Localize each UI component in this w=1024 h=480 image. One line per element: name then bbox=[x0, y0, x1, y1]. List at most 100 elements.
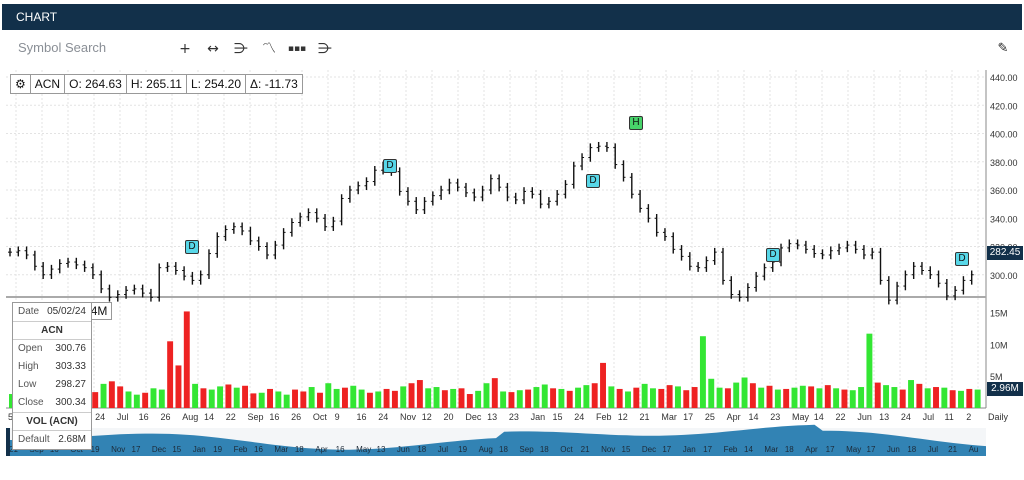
navigator-label: 21 bbox=[948, 445, 957, 454]
x-tick-label: 26 bbox=[291, 412, 301, 422]
x-tick-label: 17 bbox=[683, 412, 693, 422]
dividend-marker[interactable]: D bbox=[185, 240, 199, 254]
volume-bar bbox=[242, 385, 249, 408]
high-marker[interactable]: H bbox=[629, 116, 643, 130]
window-title: CHART bbox=[2, 4, 1022, 30]
volume-tick-label: 15M bbox=[990, 309, 1008, 319]
navigator-label: Dec bbox=[152, 445, 166, 454]
x-tick-label: 13 bbox=[879, 412, 889, 422]
x-tick-label: 16 bbox=[269, 412, 279, 422]
volume-bar bbox=[958, 390, 964, 408]
navigator-label: Dec bbox=[642, 445, 656, 454]
symbol-search-input[interactable]: Symbol Search bbox=[18, 40, 107, 55]
x-tick-label: Feb bbox=[596, 412, 612, 422]
x-tick-label: 12 bbox=[618, 412, 628, 422]
volume-bar bbox=[708, 378, 715, 408]
tooltip-close-label: Close bbox=[18, 397, 44, 408]
volume-bar bbox=[583, 385, 590, 408]
navigator-label: 17 bbox=[662, 445, 671, 454]
volume-bar bbox=[533, 387, 540, 408]
navigator-label: Aug bbox=[479, 445, 493, 454]
volume-bar bbox=[824, 385, 831, 408]
volume-bar bbox=[808, 386, 815, 408]
volume-tick-label: 5M bbox=[990, 372, 1003, 382]
volume-bar bbox=[966, 388, 973, 408]
x-tick-label: 24 bbox=[378, 412, 388, 422]
volume-bar bbox=[633, 387, 640, 408]
volume-bar bbox=[883, 385, 890, 408]
volume-bar bbox=[225, 384, 232, 408]
x-tick-label: 14 bbox=[204, 412, 214, 422]
volume-bar bbox=[192, 383, 199, 408]
price-tick-label: 420.00 bbox=[990, 101, 1018, 111]
navigator-label: 16 bbox=[254, 445, 263, 454]
volume-bar bbox=[924, 388, 931, 408]
navigator-label: 17 bbox=[826, 445, 835, 454]
x-tick-label: 15 bbox=[552, 412, 562, 422]
quote-low: L: 254.20 bbox=[187, 75, 247, 93]
drawing-icon[interactable]: ⋺ bbox=[318, 41, 332, 57]
volume-bar bbox=[566, 390, 573, 408]
volume-bar bbox=[550, 388, 557, 408]
volume-bar bbox=[616, 388, 623, 408]
volume-bar bbox=[300, 391, 307, 408]
tooltip-date-label: Date bbox=[18, 306, 40, 317]
x-tick-label: Jun bbox=[857, 412, 872, 422]
measure-icon[interactable]: ↔ bbox=[207, 41, 219, 57]
volume-bar bbox=[699, 336, 706, 408]
dividend-marker[interactable]: D bbox=[586, 174, 600, 188]
volume-bar bbox=[366, 392, 373, 408]
volume-bar bbox=[391, 390, 398, 408]
navigator-label: Mar bbox=[274, 445, 288, 454]
volume-bar bbox=[724, 388, 731, 408]
eraser-icon[interactable]: ✎ bbox=[997, 41, 1009, 56]
tooltip-high-label: High bbox=[18, 361, 39, 372]
volume-bar bbox=[774, 389, 781, 408]
dividend-marker[interactable]: D bbox=[955, 252, 969, 266]
volume-bar bbox=[816, 388, 823, 408]
volume-bar bbox=[400, 386, 407, 408]
volume-bar bbox=[325, 383, 332, 408]
navigator-label: Apr bbox=[315, 445, 328, 454]
navigator-label: Nov bbox=[601, 445, 615, 454]
studies-icon[interactable]: 〽 bbox=[262, 41, 276, 57]
volume-bar bbox=[683, 390, 690, 408]
volume-bar bbox=[267, 388, 273, 408]
price-tick-label: 380.00 bbox=[990, 158, 1018, 168]
volume-bar bbox=[949, 390, 956, 408]
dividend-marker[interactable]: D bbox=[766, 248, 780, 262]
navigator-label: 14 bbox=[744, 445, 753, 454]
x-tick-label: 16 bbox=[139, 412, 149, 422]
navigator-label: 19 bbox=[213, 445, 222, 454]
quote-bar: ⚙ ACN O: 264.63 H: 265.11 L: 254.20 Δ: -… bbox=[10, 74, 303, 94]
volume-bar bbox=[150, 388, 157, 408]
volume-bar bbox=[441, 390, 448, 408]
x-tick-label: 24 bbox=[901, 412, 911, 422]
x-tick-label: 5 bbox=[8, 412, 13, 422]
navigator-label: 13 bbox=[377, 445, 386, 454]
settings-gear-icon[interactable]: ⚙ bbox=[11, 75, 31, 93]
dividend-marker[interactable]: D bbox=[383, 159, 397, 173]
price-tick-label: 340.00 bbox=[990, 214, 1018, 224]
navigator-label: 15 bbox=[172, 445, 181, 454]
x-tick-label: 24 bbox=[95, 412, 105, 422]
volume-bar bbox=[891, 387, 898, 408]
quote-open: O: 264.63 bbox=[65, 75, 127, 93]
volume-bar bbox=[433, 387, 440, 408]
volume-bar bbox=[525, 389, 532, 408]
volume-bar bbox=[142, 392, 149, 408]
x-tick-label: 24 bbox=[574, 412, 584, 422]
navigator-handle bbox=[6, 428, 10, 456]
volume-bar bbox=[425, 388, 432, 408]
volume-bar bbox=[491, 378, 498, 408]
tooltip-low-value: 298.27 bbox=[55, 379, 86, 390]
crosshair-icon[interactable]: + bbox=[179, 41, 191, 57]
navigator-label: 18 bbox=[295, 445, 304, 454]
price-tick-label: 440.00 bbox=[990, 73, 1018, 83]
volume-bar bbox=[308, 387, 315, 408]
volume-bar bbox=[483, 383, 490, 408]
chart-type-icon[interactable]: ▪▪▪ bbox=[287, 44, 307, 54]
period-icon[interactable]: ⋺ bbox=[234, 41, 248, 57]
volume-bar bbox=[899, 389, 906, 408]
